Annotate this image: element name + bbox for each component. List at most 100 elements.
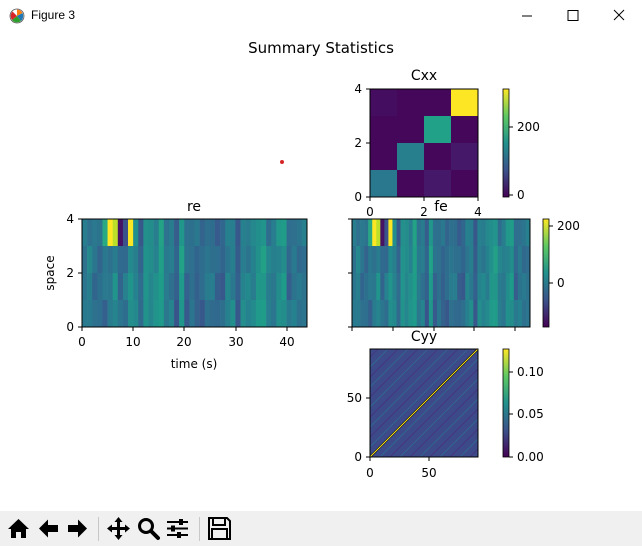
re-cell	[225, 246, 231, 274]
fe-cell	[432, 300, 438, 328]
fe-cell	[469, 273, 474, 301]
fe-cell	[432, 273, 438, 301]
fe-cell	[465, 300, 470, 328]
re-cell	[122, 273, 129, 301]
re-cell	[235, 219, 241, 247]
fe-cbar-tick-0: 0	[557, 276, 565, 290]
fe-cell	[525, 300, 531, 328]
re-cell	[148, 219, 154, 247]
fe-ticks	[348, 218, 516, 331]
fe-colorbar	[542, 218, 550, 328]
re-cell	[143, 273, 149, 301]
re-cell	[296, 219, 303, 247]
save-button[interactable]	[206, 515, 233, 542]
fe-cell	[412, 273, 418, 301]
fe-cell	[432, 219, 438, 247]
minimize-button[interactable]	[504, 0, 550, 31]
close-button[interactable]	[596, 0, 642, 31]
fe-cell	[392, 219, 397, 247]
fe-cell	[364, 246, 369, 274]
fe-cell	[356, 273, 361, 301]
fe-cell	[493, 300, 498, 328]
re-cell	[240, 300, 246, 328]
fe-cell	[489, 246, 494, 274]
fe-cell	[513, 273, 519, 301]
fe-cell	[497, 219, 502, 247]
re-cell	[112, 273, 119, 301]
re-cell	[260, 246, 267, 274]
re-cell	[122, 300, 129, 328]
fe-cell	[364, 300, 369, 328]
re-cell	[276, 219, 282, 247]
re-xtick-3: 30	[228, 335, 243, 349]
fe-cell	[445, 219, 450, 247]
cxx-cell	[451, 89, 479, 117]
fe-cell	[485, 219, 490, 247]
fe-cell	[420, 246, 426, 274]
configure-subplots-button[interactable]	[164, 515, 191, 542]
forward-button[interactable]	[64, 515, 91, 542]
fe-cell	[396, 300, 401, 328]
fe-cell	[457, 273, 462, 301]
fe-cell	[517, 246, 523, 274]
fe-cell	[356, 300, 361, 328]
fe-cell	[436, 219, 442, 247]
fe-cell	[449, 273, 454, 301]
fe-cell	[404, 300, 409, 328]
re-cell	[133, 219, 139, 247]
cxx-cell	[451, 143, 479, 171]
re-cell	[204, 219, 211, 247]
fe-cell	[501, 300, 507, 328]
re-cell	[117, 273, 124, 301]
re-yticks	[78, 218, 82, 328]
fe-cell	[408, 300, 413, 328]
re-cell	[286, 273, 292, 301]
re-cell	[194, 219, 200, 247]
fe-cell	[485, 300, 490, 328]
window-title: Figure 3	[31, 8, 76, 22]
cyy-band	[449, 428, 478, 457]
cyy-heatmap	[370, 349, 478, 457]
re-cell	[174, 273, 180, 301]
re-cell	[220, 273, 226, 301]
cxx-cell	[397, 143, 425, 171]
re-cell	[286, 246, 292, 274]
fe-cell	[461, 246, 466, 274]
re-cell	[214, 300, 221, 328]
cyy-title: Cyy	[411, 329, 437, 345]
re-xtick-0: 0	[78, 335, 86, 349]
re-cell	[82, 219, 88, 247]
fe-cell	[376, 300, 381, 328]
re-cell	[97, 246, 103, 274]
home-button[interactable]	[5, 515, 32, 542]
fe-cell	[505, 300, 511, 328]
fe-cell	[352, 246, 357, 274]
fe-cell	[445, 300, 450, 328]
fe-cell	[525, 273, 531, 301]
re-cell	[255, 273, 262, 301]
fe-cell	[513, 246, 519, 274]
re-cell	[214, 219, 221, 247]
maximize-button[interactable]	[550, 0, 596, 31]
fe-cell	[449, 246, 454, 274]
zoom-button[interactable]	[135, 515, 162, 542]
fe-cell	[400, 300, 405, 328]
fe-cell	[497, 273, 502, 301]
pan-button[interactable]	[105, 515, 132, 542]
back-button[interactable]	[35, 515, 62, 542]
fe-cell	[412, 219, 418, 247]
fe-cell	[501, 273, 507, 301]
fe-cell	[509, 246, 515, 274]
cxx-title: Cxx	[411, 68, 437, 84]
fe-cell	[408, 273, 413, 301]
fe-cell	[525, 219, 531, 247]
cxx-cell	[370, 143, 398, 171]
fe-cell	[501, 246, 507, 274]
cxx-cell	[370, 89, 398, 117]
fe-cell	[445, 246, 450, 274]
fe-cell	[376, 219, 381, 247]
figure-canvas[interactable]: Summary Statistics Cxx 0 2 4 0 2 4 0 200…	[0, 31, 642, 511]
re-cell	[122, 246, 129, 274]
cyy-cbar-tick-2: 0.10	[517, 365, 544, 379]
fe-cell	[465, 219, 470, 247]
